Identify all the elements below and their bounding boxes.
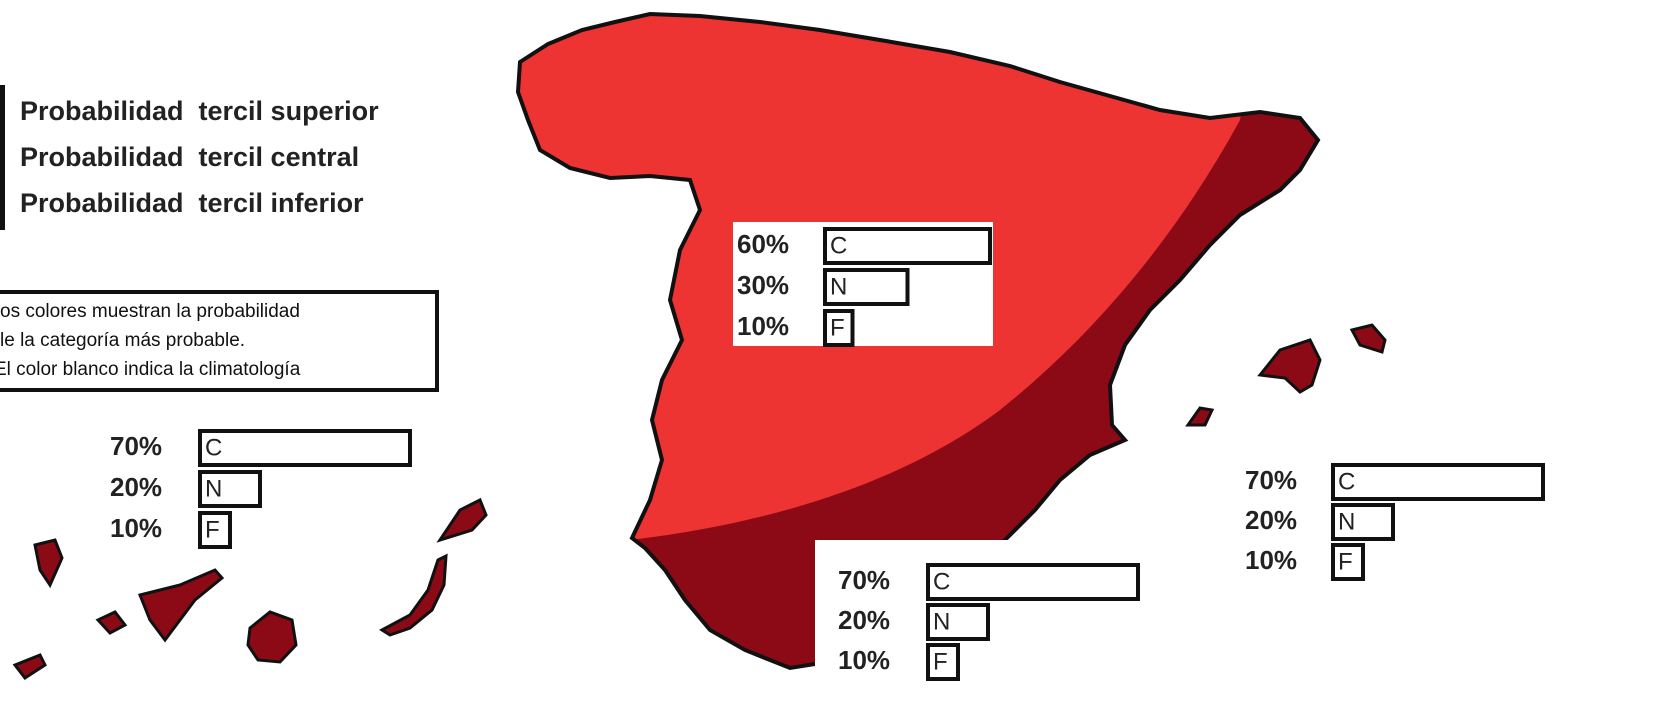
- percent-label: 10%: [1245, 545, 1297, 575]
- note: os colores muestran la probabilidad le la…: [0, 301, 301, 380]
- percent-label: 60%: [737, 229, 789, 259]
- percent-label: 20%: [838, 605, 890, 635]
- probability-panel: 60% C 30% N 10% F: [733, 222, 993, 347]
- probability-bar: [198, 470, 262, 508]
- note-line: os colores muestran la probabilidad: [0, 301, 300, 322]
- panels: 60% C 30% N 10% F 70% C 20% N 10% F 70% C 20% N 10% F 70% C…: [110, 222, 1545, 700]
- canary-islands: [12, 497, 488, 681]
- category-label: F: [830, 314, 845, 341]
- percent-label: 10%: [110, 513, 162, 543]
- probability-bar: [823, 268, 910, 306]
- category-label: C: [205, 434, 222, 461]
- probability-bar: [823, 309, 855, 347]
- category-label: F: [205, 516, 220, 543]
- note-line: El color blanco indica la climatología: [0, 359, 301, 380]
- probability-bar: [926, 603, 990, 641]
- probability-panel: 70% C 20% N 10% F: [1245, 463, 1545, 581]
- note-box: [0, 290, 439, 392]
- balearic-islands: [1185, 323, 1387, 427]
- percent-label: 70%: [838, 565, 890, 595]
- percent-label: 20%: [110, 472, 162, 502]
- probability-bar: [198, 429, 412, 467]
- percent-label: 10%: [838, 645, 890, 675]
- category-label: N: [205, 475, 222, 502]
- category-label: N: [933, 608, 950, 635]
- probability-bar: [926, 643, 960, 681]
- category-label: N: [1338, 508, 1355, 535]
- category-label: N: [830, 273, 847, 300]
- probability-bar: [1331, 503, 1395, 541]
- legend: Probabilidad tercil superior Probabilidad…: [20, 96, 379, 218]
- category-label: F: [933, 648, 948, 675]
- percent-label: 70%: [1245, 465, 1297, 495]
- percent-label: 70%: [110, 431, 162, 461]
- category-label: C: [933, 568, 950, 595]
- legend-item: Probabilidad tercil superior: [20, 96, 379, 126]
- probability-bar: [1331, 543, 1365, 581]
- legend-item: Probabilidad tercil central: [20, 142, 359, 172]
- probability-bar: [823, 227, 992, 265]
- probability-bar: [1331, 463, 1545, 501]
- probability-panel: 70% C 20% N 10% F: [110, 429, 412, 549]
- percent-label: 20%: [1245, 505, 1297, 535]
- note-line: le la categoría más probable.: [0, 330, 245, 351]
- probability-bar: [198, 511, 232, 549]
- probability-panel: 70% C 20% N 10% F: [815, 540, 1160, 700]
- legend-swatch: [0, 85, 5, 230]
- probability-bar: [926, 563, 1140, 601]
- percent-label: 30%: [737, 270, 789, 300]
- category-label: C: [830, 232, 847, 259]
- category-label: F: [1338, 548, 1353, 575]
- percent-label: 10%: [737, 311, 789, 341]
- legend-item: Probabilidad tercil inferior: [20, 188, 364, 218]
- peninsula-outline: [515, 11, 1321, 671]
- category-label: C: [1338, 468, 1355, 495]
